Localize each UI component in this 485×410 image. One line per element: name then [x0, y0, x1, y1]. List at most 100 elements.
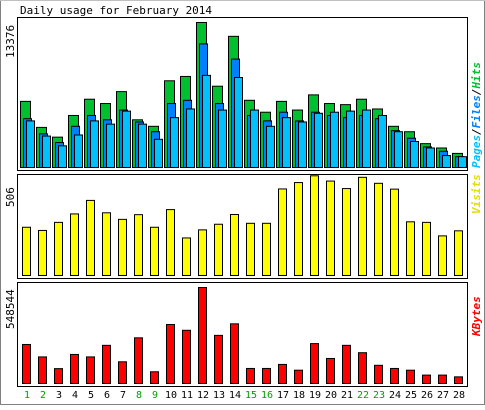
pages-bar	[346, 110, 355, 169]
kbytes-bar	[134, 337, 143, 385]
pages-bar	[218, 109, 227, 168]
kbytes-bar	[214, 334, 223, 384]
day-label: 23	[373, 390, 385, 401]
day-label: 16	[261, 390, 273, 401]
day-labels: 1 2 3 4 5 6 7 8 9 10 11 12 13 14 15 16 17 18 19 20 21 22 23 24 2…	[24, 390, 465, 401]
pages-bar	[26, 120, 35, 169]
kbytes-bar	[118, 361, 127, 385]
kbytes-panel	[17, 282, 468, 387]
legend-hits: Hits	[470, 62, 483, 90]
kbytes-bar	[374, 364, 383, 385]
pages-bar	[442, 155, 451, 168]
pages-bar	[74, 134, 83, 168]
hits-ymax-label: 13376	[4, 25, 17, 58]
kbytes-bar	[294, 369, 303, 385]
day-label: 15	[245, 390, 257, 401]
visits-bar	[86, 199, 95, 276]
kbytes-bar	[310, 343, 319, 384]
kbytes-bar	[406, 369, 415, 385]
pages-bar	[378, 114, 387, 168]
visits-bar	[278, 188, 287, 277]
pages-bar	[234, 77, 243, 168]
pages-bar	[250, 109, 259, 168]
kbytes-bar	[22, 343, 31, 385]
visits-bar	[102, 212, 111, 277]
pages-bar	[330, 111, 339, 169]
day-label: 10	[165, 390, 177, 401]
day-label: 26	[421, 390, 433, 401]
visits-bar	[326, 180, 335, 277]
day-label: 21	[341, 390, 353, 401]
legend-sep-2: /	[470, 89, 483, 96]
visits-bar	[230, 213, 239, 276]
pages-bar	[282, 117, 291, 168]
visits-bar	[422, 221, 431, 276]
visits-panel	[17, 174, 468, 279]
kbytes-bar	[86, 356, 95, 385]
legend-sep-1: /	[470, 128, 483, 135]
visits-ymax-label: 506	[4, 187, 17, 207]
legend-kbytes: KBytes	[470, 296, 483, 337]
pages-bar	[426, 147, 435, 169]
visits-bars	[22, 175, 463, 277]
kbytes-bar	[454, 376, 463, 385]
visits-bar	[294, 182, 303, 276]
day-label: 9	[152, 390, 158, 401]
day-label: 27	[437, 390, 449, 401]
kbytes-bar	[390, 367, 399, 385]
legend-pages: Pages	[470, 135, 483, 168]
visits-bar	[310, 175, 319, 276]
kbytes-bar	[326, 357, 335, 385]
day-label: 19	[309, 390, 321, 401]
pages-bar	[106, 123, 115, 168]
pages-bar	[458, 156, 467, 168]
visits-bar	[214, 223, 223, 276]
kbytes-bar	[38, 356, 47, 385]
kbytes-ymax-label: 548544	[4, 289, 17, 329]
kbytes-bar	[70, 353, 79, 384]
day-label: 11	[181, 390, 193, 401]
pages-bar	[202, 74, 211, 168]
pages-bar	[362, 109, 371, 168]
day-label: 18	[293, 390, 305, 401]
pages-bar	[122, 110, 131, 169]
day-label: 5	[88, 390, 94, 401]
day-label: 13	[213, 390, 225, 401]
visits-bar	[118, 218, 127, 276]
chart-title: Daily usage for February 2014	[20, 4, 212, 17]
pages-bar	[138, 123, 147, 168]
kbytes-bar	[54, 368, 63, 385]
visits-bar	[438, 235, 447, 276]
kbytes-bar	[438, 374, 447, 384]
day-label: 8	[136, 390, 142, 401]
day-label: 1	[24, 390, 30, 401]
day-label: 3	[56, 390, 62, 401]
kbytes-bar	[342, 344, 351, 384]
day-label: 25	[405, 390, 417, 401]
pages-bar	[314, 112, 323, 168]
pages-bar	[42, 135, 51, 168]
visits-bar	[374, 182, 383, 276]
pages-bar	[170, 117, 179, 168]
legend-visits: Visits	[470, 174, 483, 214]
visits-bar	[166, 209, 175, 276]
kbytes-bar	[230, 323, 239, 385]
day-label: 6	[104, 390, 110, 401]
day-label: 24	[389, 390, 401, 401]
visits-bar	[358, 176, 367, 276]
visits-bar	[246, 222, 255, 276]
kbytes-bar	[182, 329, 191, 384]
visits-bar	[70, 213, 79, 277]
visits-bar	[150, 226, 159, 276]
pages-bar	[58, 145, 67, 169]
kbytes-bar	[422, 374, 431, 384]
pages-bar	[394, 131, 403, 168]
kbytes-bar	[166, 324, 175, 385]
visits-bar	[22, 226, 31, 276]
kbytes-bar	[102, 344, 111, 384]
visits-bar	[406, 221, 415, 277]
day-label: 7	[120, 390, 126, 401]
pages-bar	[186, 108, 195, 168]
pages-bar	[298, 121, 307, 168]
